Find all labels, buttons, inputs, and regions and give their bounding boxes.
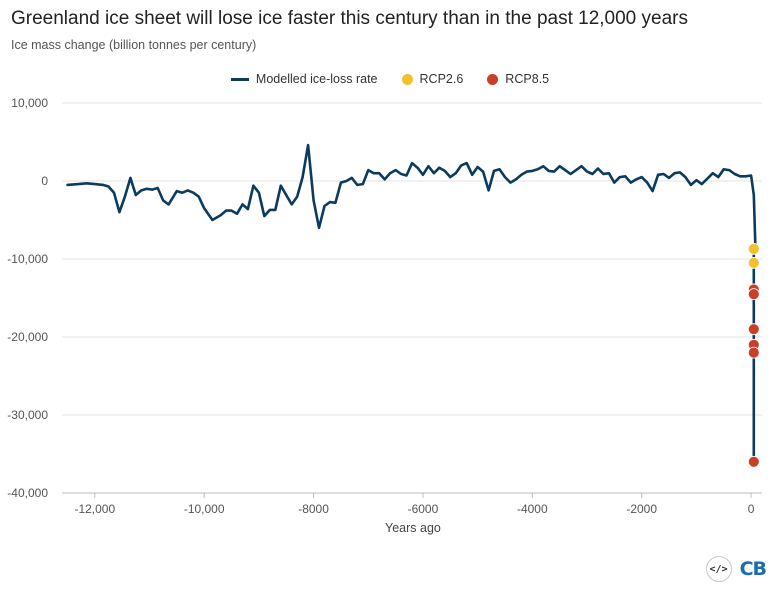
x-tick-label: 0	[748, 502, 755, 516]
y-tick-label: 10,000	[11, 96, 48, 110]
point-rcp85	[747, 455, 760, 468]
x-axis-title: Years ago	[385, 521, 441, 535]
legend-label-modelled: Modelled ice-loss rate	[255, 72, 378, 86]
y-tick-label: -40,000	[7, 486, 48, 500]
chart-subtitle: Ice mass change (billion tonnes per cent…	[11, 38, 257, 52]
x-tick-label: -10,000	[184, 502, 225, 516]
legend-item-rcp85: RCP8.5	[487, 72, 549, 86]
branding: </> CB	[705, 556, 767, 582]
chart-legend: Modelled ice-loss rate RCP2.6 RCP8.5	[0, 72, 780, 86]
y-tick-label: 0	[41, 174, 48, 188]
embed-code-icon[interactable]: </>	[705, 556, 732, 582]
y-tick-label: -20,000	[7, 330, 48, 344]
point-rcp85	[747, 288, 760, 301]
legend-item-modelled: Modelled ice-loss rate	[230, 72, 378, 86]
series-line-modelled	[66, 143, 757, 249]
point-rcp85	[747, 346, 760, 359]
point-rcp26	[747, 256, 760, 269]
legend-dot-rcp26	[401, 73, 413, 85]
x-tick-label: -12,000	[74, 502, 115, 516]
legend-label-rcp26: RCP2.6	[419, 72, 464, 86]
legend-line-swatch	[230, 77, 249, 81]
y-tick-label: -30,000	[7, 408, 48, 422]
carbon-brief-logo: CB	[739, 558, 767, 580]
x-tick-label: -2000	[626, 502, 657, 516]
x-tick-label: -4000	[517, 502, 548, 516]
point-rcp26	[747, 242, 760, 255]
y-tick-label: -10,000	[7, 252, 48, 266]
point-rcp85	[747, 323, 760, 336]
legend-item-rcp26: RCP2.6	[401, 72, 464, 86]
legend-label-rcp85: RCP8.5	[505, 72, 550, 86]
legend-dot-rcp85	[487, 73, 499, 85]
chart-title: Greenland ice sheet will lose ice faster…	[11, 8, 688, 29]
x-tick-label: -8000	[298, 502, 329, 516]
x-tick-label: -6000	[408, 502, 439, 516]
